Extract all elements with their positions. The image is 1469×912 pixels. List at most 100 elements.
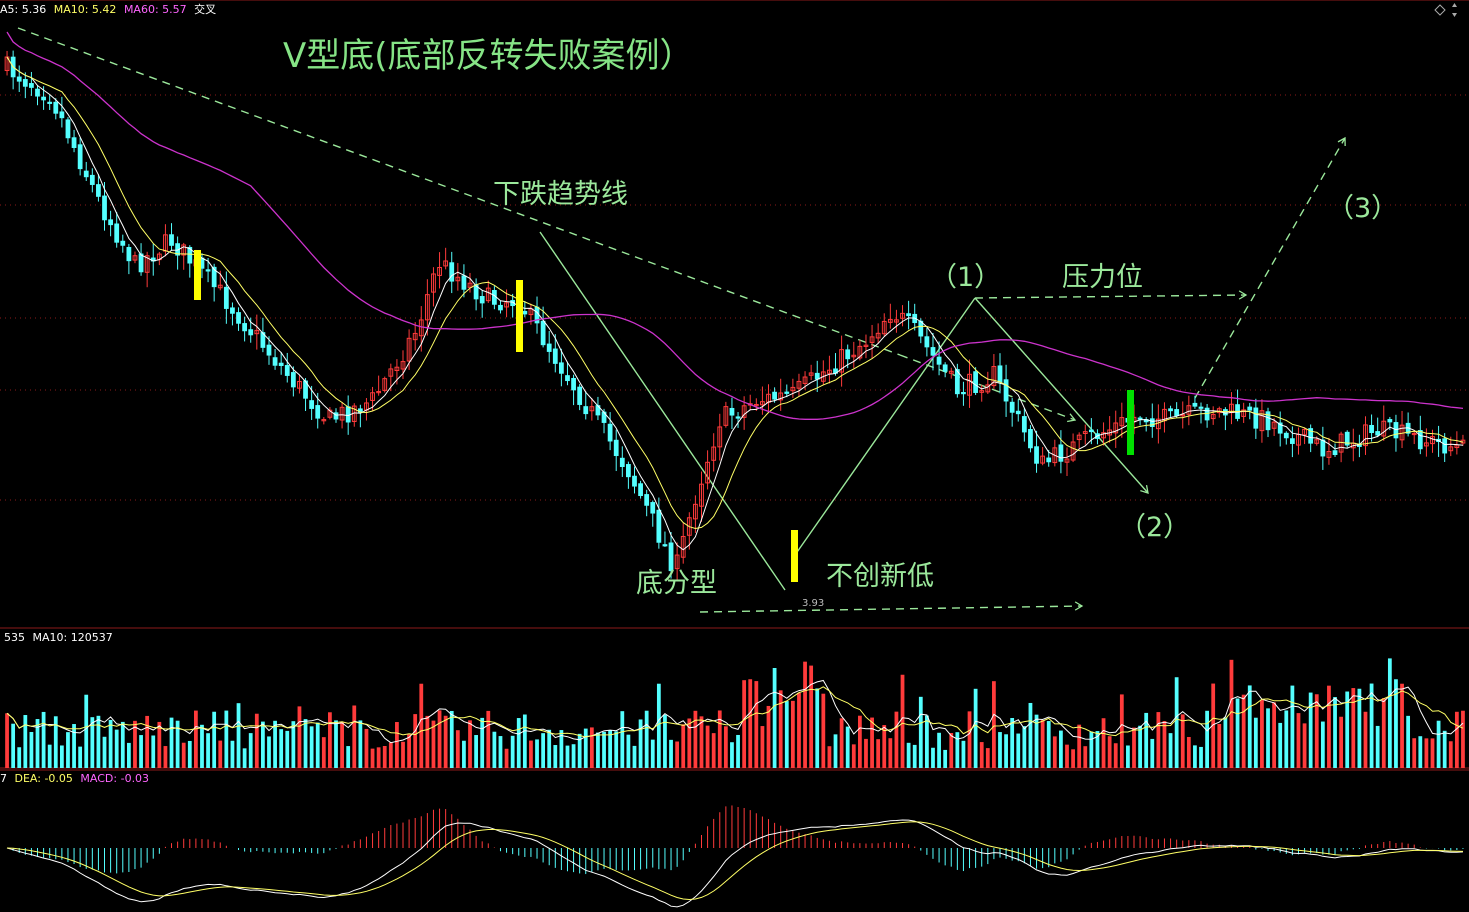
candle-body [1289,438,1295,444]
candle-body [1186,405,1192,415]
corner-icons[interactable] [1434,3,1457,17]
volume-bar [821,693,826,768]
volume-bar [614,731,619,768]
candle-body [1265,411,1271,431]
volume-bar [547,729,552,768]
candle-body [169,234,174,246]
volume-bar [1351,688,1356,768]
volume-bar [711,733,716,768]
volume-bar [358,720,363,768]
volume-bar [96,715,101,768]
candle-body [77,144,83,170]
pullback-leg-line [974,297,1149,494]
volume-ma-line [6,679,1464,744]
ma10-line [6,56,1464,530]
volume-bar [181,742,186,768]
volume-bar [973,688,978,768]
volume-bar [1205,710,1209,768]
volume-bar [815,688,820,768]
volume-bar [1034,714,1039,768]
volume-bar [1436,720,1441,768]
volume-bar [187,740,192,768]
volume-bar [876,739,881,768]
volume-bar [906,742,911,768]
volume-bar [1235,698,1240,768]
volume-bar [845,726,850,768]
ma60-line [6,31,1464,420]
volume-bar [754,681,759,768]
volume-bar [931,747,935,768]
candle-body [16,76,22,82]
candle-body [1180,414,1186,417]
volume-bar [139,735,143,768]
candle-body [89,174,95,185]
volume-bar [78,746,83,768]
candle-body [242,323,248,332]
volume-bar [1406,715,1411,768]
candle-body [1046,457,1052,463]
volume-bar [224,710,229,768]
volume-bar [723,726,728,768]
volume-bar [1059,730,1063,768]
candle-body [686,517,692,536]
volume-bar [504,748,509,768]
volume-bar [395,722,399,768]
volume-bar [1381,698,1386,768]
point-1-label: （1） [930,262,1002,293]
volume-bar [839,718,844,768]
candle-body [223,286,229,309]
volume-bar [717,710,722,768]
volume-bar [681,724,686,768]
volume-bar [760,726,765,768]
moving-average-lines [6,31,1464,551]
arrow-head [1074,601,1084,611]
down-leg-line [539,231,786,591]
scroll-arrows-icon[interactable] [1452,3,1457,17]
candle-body [108,219,113,226]
volume-bar [267,736,271,768]
volume-bar [1126,745,1130,768]
volume-bar [206,733,210,768]
volume-bar [803,661,807,768]
volume-bar [309,726,314,768]
volume-bar [291,721,296,768]
candle-body [138,253,144,273]
candle-body [632,475,637,487]
candle-body [1015,410,1021,415]
volume-bar [1314,694,1319,768]
candle-body [619,457,625,468]
candle-body [887,318,893,323]
candle-body [760,401,765,406]
indicator-macd: MACD: -0.03 [80,772,150,785]
candle-body [327,409,333,418]
volume-bar [1369,683,1374,768]
volume-bar [236,703,241,768]
candle-body [979,390,985,393]
candle-body [132,255,138,261]
indicator-a5: A5: 5.36 [0,3,47,16]
volume-bar [772,668,777,768]
candle-body [839,349,844,373]
volume-bar [638,719,643,768]
indicator-volume: 535 [4,631,25,644]
candle-body [309,400,315,409]
bottom-fractal-label: 底分型 [636,568,717,599]
volume-bar [370,748,375,768]
candle-body [424,294,430,321]
volume-bar [1119,694,1124,768]
volume-bar [522,714,527,768]
diamond-icon[interactable] [1434,4,1446,16]
volume-bar [1193,745,1197,768]
candle-body [662,544,668,547]
candle-body [406,337,412,362]
volume-bar [626,734,631,768]
volume-bar [1052,736,1057,768]
volume-bar [857,715,862,768]
volume-bar [1138,725,1142,768]
volume-bar [285,730,290,768]
candle-body [638,483,643,497]
candle-body [65,119,71,139]
highlight-bar [194,250,201,300]
volume-bar [1327,685,1331,768]
